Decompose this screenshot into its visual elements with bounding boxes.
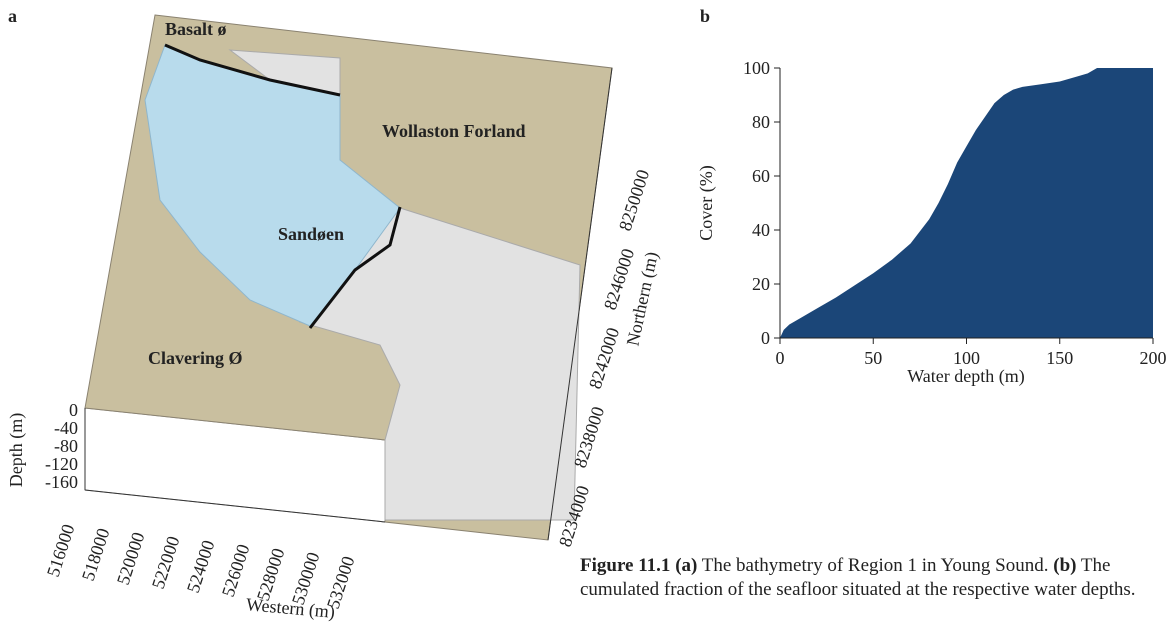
- depth-tick-label: 0: [69, 400, 78, 420]
- caption: Figure 11.1 (a) The bathymetry of Region…: [580, 554, 1165, 602]
- panel-label: b: [700, 6, 710, 26]
- axis-title: Depth (m): [6, 413, 27, 487]
- northern-tick-label: 8242000: [585, 325, 623, 391]
- x-tick-label: 50: [864, 348, 882, 368]
- place-label: Sandøen: [278, 224, 344, 244]
- western-tick-label: 522000: [148, 534, 184, 592]
- y-axis-title: Cover (%): [696, 165, 717, 240]
- x-tick-label: 200: [1140, 348, 1167, 368]
- x-tick-label: 0: [776, 348, 785, 368]
- caption-text: The bathymetry of Region 1 in Young Soun…: [697, 555, 1053, 576]
- place-label: Clavering Ø: [148, 348, 243, 368]
- x-tick-label: 150: [1046, 348, 1073, 368]
- caption-text: (a): [670, 555, 697, 576]
- depth-tick-label: -40: [54, 418, 78, 438]
- depth-tick-label: -160: [45, 472, 78, 492]
- northern-tick-label: 8250000: [615, 167, 653, 233]
- caption-text: (b): [1053, 555, 1076, 576]
- western-tick-label: 528000: [253, 546, 289, 604]
- y-tick-label: 40: [752, 220, 770, 240]
- area: [780, 68, 1153, 338]
- western-tick-label: 518000: [78, 526, 114, 584]
- depth-tick-label: -80: [54, 436, 78, 456]
- x-axis-title: Water depth (m): [907, 366, 1025, 387]
- x-tick-label: 100: [953, 348, 980, 368]
- western-tick-label: 526000: [218, 542, 254, 600]
- caption-text: Figure 11.1: [580, 555, 670, 576]
- place-label: Basalt ø: [165, 19, 227, 39]
- depth-tick-label: -120: [45, 454, 78, 474]
- panel-label: a: [8, 6, 17, 26]
- page: a Basalt ø Wollaston Forland Sandøen Cla…: [0, 0, 1169, 631]
- y-tick-label: 80: [752, 112, 770, 132]
- place-label: Wollaston Forland: [382, 121, 526, 141]
- western-tick-label: 520000: [113, 530, 149, 588]
- y-tick-label: 100: [743, 58, 770, 78]
- western-tick-label: 532000: [323, 554, 359, 612]
- figure: a Basalt ø Wollaston Forland Sandøen Cla…: [0, 0, 1169, 631]
- y-tick-label: 20: [752, 274, 770, 294]
- y-tick-label: 60: [752, 166, 770, 186]
- western-tick-label: 524000: [183, 538, 219, 596]
- western-tick-label: 516000: [43, 522, 79, 580]
- western-tick-label: 530000: [288, 550, 324, 608]
- y-tick-label: 0: [761, 328, 770, 348]
